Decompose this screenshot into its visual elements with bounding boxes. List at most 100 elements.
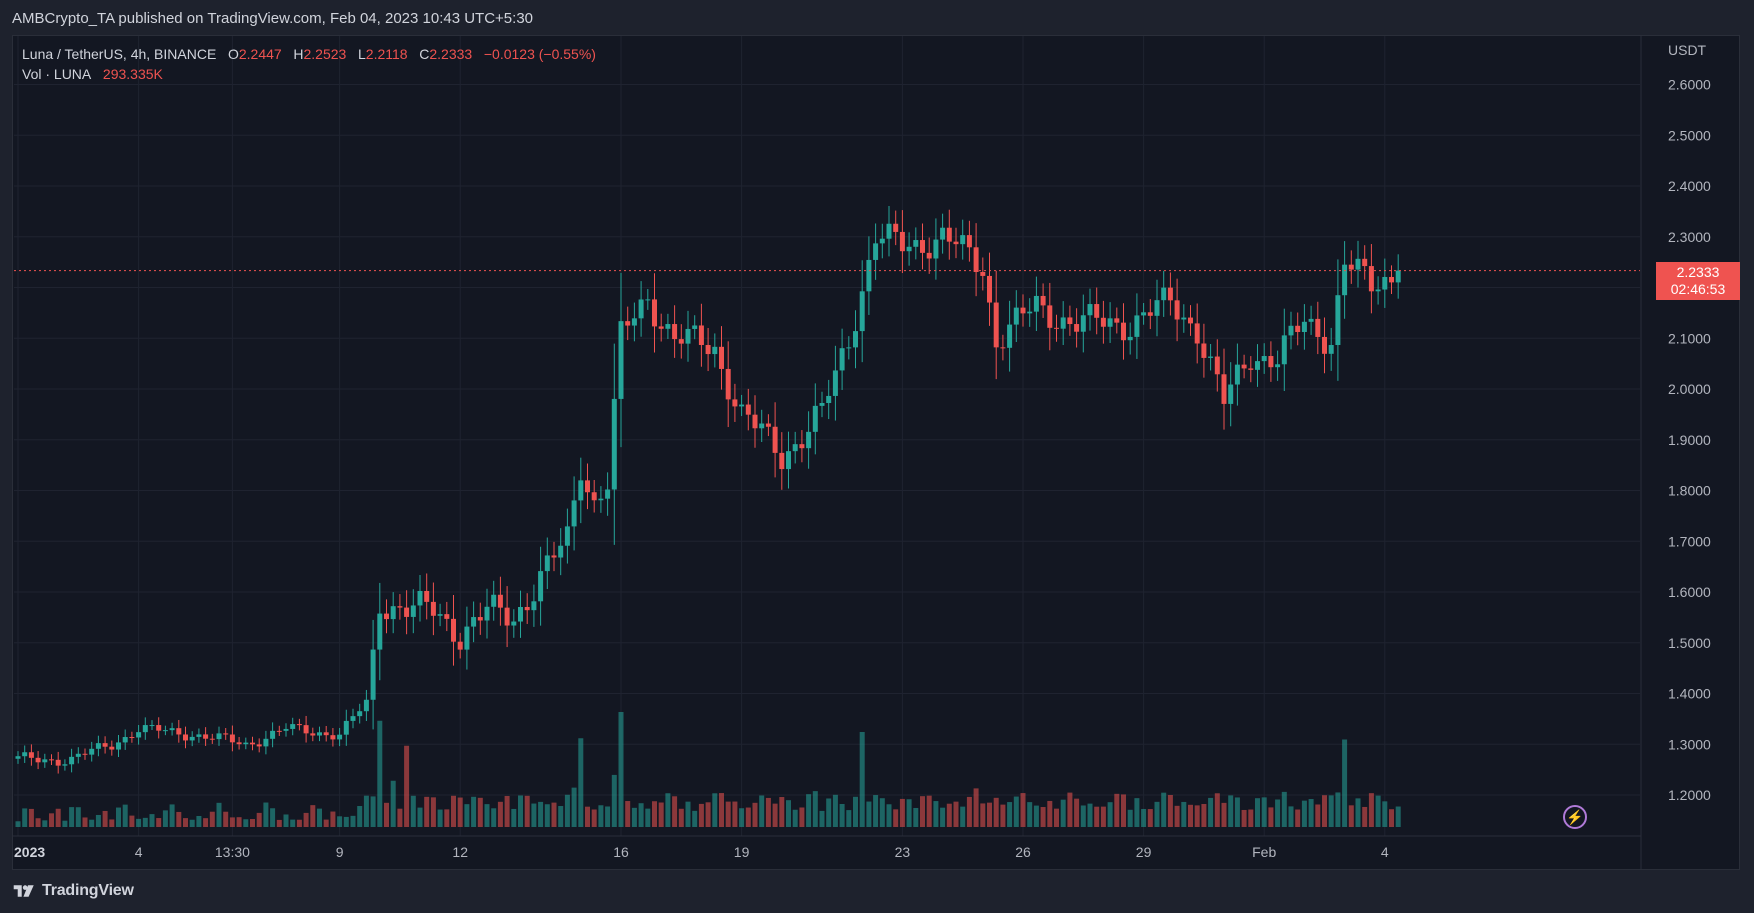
volume-bar [940, 807, 946, 827]
volume-bar [1301, 800, 1307, 827]
candle-body [752, 414, 758, 429]
volume-bar [585, 806, 590, 827]
volume-bar [1389, 809, 1394, 827]
candle-body [15, 756, 21, 759]
candle-body [189, 736, 195, 741]
volume-bar [1234, 797, 1240, 827]
candle-body [853, 331, 858, 348]
volume-bar [1127, 809, 1133, 827]
time-tick-label: 26 [1015, 844, 1031, 860]
lightning-icon[interactable]: ⚡ [1563, 805, 1587, 829]
candle-body [812, 405, 818, 432]
price-axis[interactable]: 2.60002.50002.40002.30002.20002.10002.00… [1640, 36, 1711, 869]
volume-bar [1100, 806, 1106, 827]
candle-body [1100, 317, 1106, 327]
high-value: 2.2523 [303, 46, 347, 62]
volume-bar [1221, 802, 1227, 827]
symbol-label[interactable]: Luna / TetherUS, 4h, BINANCE [22, 46, 217, 62]
candle-body [638, 299, 644, 319]
candle-body [1033, 295, 1039, 312]
candle-body [42, 759, 48, 763]
candle-body [987, 275, 992, 303]
time-axis[interactable]: 2023 4 13:30 9 12 16 19 23 26 29 Feb 4 [13, 835, 1641, 860]
volume-bar [685, 801, 691, 827]
volume-bar [1228, 795, 1234, 827]
volume-bar [290, 819, 296, 827]
volume-bar [430, 797, 436, 827]
volume-bar [162, 810, 168, 827]
candle-body [1301, 321, 1307, 333]
candle-body [296, 724, 302, 726]
brand-name: TradingView [42, 882, 134, 899]
volume-bar [457, 797, 463, 827]
volume-bar [772, 803, 778, 827]
candle-body [725, 368, 731, 400]
candle-body [799, 444, 805, 449]
volume-bar [283, 814, 289, 827]
volume-bar [672, 796, 678, 827]
volume-bar [95, 814, 101, 827]
candle-body [1214, 356, 1220, 375]
candle-body [1121, 322, 1126, 341]
volume-value: 293.335K [102, 66, 163, 82]
volume-bar [1147, 809, 1153, 827]
volume-bar [853, 796, 858, 827]
candle-body [424, 590, 430, 602]
tradingview-logo[interactable]: TradingView [12, 882, 134, 900]
candle-body [216, 733, 222, 740]
volume-bar [250, 819, 255, 827]
candle-body [1147, 312, 1153, 316]
volume-bar [1342, 739, 1348, 827]
chart-pane[interactable] [12, 35, 1740, 870]
candle-body [504, 607, 510, 626]
candle-body [122, 737, 128, 743]
candle-body [1395, 270, 1401, 283]
volume-bar [1308, 799, 1314, 827]
candle-body [980, 272, 986, 276]
volume-bar [504, 795, 510, 827]
candle-body [357, 711, 363, 717]
volume-bar [384, 802, 389, 827]
volume-bar [363, 795, 369, 827]
time-tick-label: 16 [613, 844, 629, 860]
candle-body [430, 601, 436, 616]
candle-body [310, 733, 316, 736]
volume-bar [832, 794, 838, 827]
candle-body [203, 734, 209, 739]
volume-label[interactable]: Vol · LUNA [22, 66, 92, 82]
volume-bar [35, 818, 41, 827]
candle-body [993, 302, 999, 348]
price-tick-label: 1.6000 [1668, 584, 1711, 600]
candle-body [129, 737, 135, 739]
volume-bar [719, 793, 724, 827]
candle-body [705, 345, 711, 355]
volume-bar [524, 795, 530, 827]
volume-bar [1268, 807, 1274, 827]
volume-bar [1188, 804, 1193, 827]
volume-bar [966, 796, 972, 827]
volume-bar [89, 819, 95, 827]
volume-bar [276, 819, 282, 827]
candle-body [1060, 317, 1066, 329]
candle-body [585, 480, 590, 493]
volume-bar [203, 818, 209, 827]
open-label: O [227, 46, 239, 62]
volume-bar [899, 798, 905, 827]
candle-body [940, 227, 946, 240]
volume-bar [1067, 792, 1073, 827]
candle-body [236, 742, 242, 745]
volume-bar [209, 811, 215, 827]
candle-body [1087, 304, 1093, 316]
candle-body [618, 321, 624, 399]
volume-bar [1261, 797, 1267, 827]
volume-bar [109, 819, 115, 827]
volume-bar [571, 787, 577, 827]
last-price: 2.2333 [1676, 264, 1720, 280]
volume-bar [1033, 805, 1039, 827]
candle-body [712, 346, 718, 355]
volume-bar [263, 802, 269, 827]
volume-bar [1194, 805, 1200, 827]
candle-body [779, 452, 785, 470]
price-tick-label: 1.8000 [1668, 483, 1711, 499]
